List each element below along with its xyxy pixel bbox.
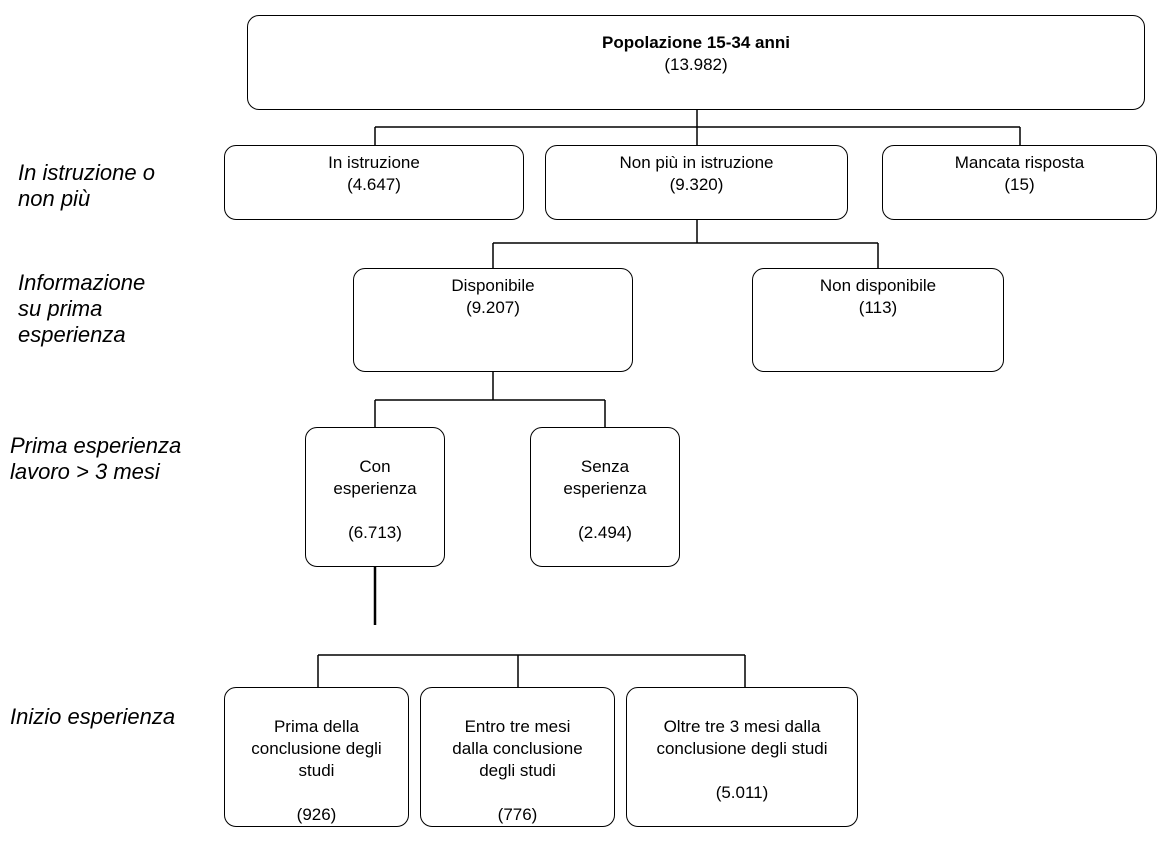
node-non-piu-title: Non più in istruzione — [619, 153, 774, 172]
node-in-istruzione-title: In istruzione — [328, 153, 420, 172]
node-prima-conclusione: Prima della conclusione degli studi (926… — [224, 687, 409, 827]
level-label-istruzione: In istruzione o non più — [18, 160, 155, 211]
node-root: Popolazione 15-34 anni (13.982) — [247, 15, 1145, 110]
node-entro-count: (776) — [497, 805, 538, 824]
connector-lines — [317, 110, 1021, 687]
node-senza-esperienza-title: Senza esperienza — [563, 457, 647, 498]
node-con-esperienza: Con esperienza (6.713) — [305, 427, 445, 567]
node-senza-esperienza: Senza esperienza (2.494) — [530, 427, 680, 567]
level-label-prima-esperienza: Prima esperienza lavoro > 3 mesi — [10, 433, 182, 484]
node-mancata-title: Mancata risposta — [954, 153, 1085, 172]
node-in-istruzione-count: (4.647) — [347, 175, 401, 194]
node-root-count: (13.982) — [664, 55, 728, 74]
node-non-disponibile: Non disponibile (113) — [752, 268, 1004, 372]
node-prima-count: (926) — [296, 805, 337, 824]
node-disponibile: Disponibile (9.207) — [353, 268, 633, 372]
node-non-disponibile-count: (113) — [858, 298, 898, 317]
node-oltre-tre-mesi: Oltre tre 3 mesi dalla conclusione degli… — [626, 687, 858, 827]
node-entro-tre-mesi: Entro tre mesi dalla conclusione degli s… — [420, 687, 615, 827]
level-label-inizio: Inizio esperienza — [10, 704, 176, 729]
node-root-title: Popolazione 15-34 anni — [602, 33, 790, 52]
node-non-disponibile-title: Non disponibile — [819, 276, 937, 295]
node-in-istruzione: In istruzione (4.647) — [224, 145, 524, 220]
node-disponibile-count: (9.207) — [466, 298, 520, 317]
node-entro-title: Entro tre mesi dalla conclusione degli s… — [452, 717, 583, 780]
node-con-esperienza-title: Con esperienza — [333, 457, 417, 498]
node-oltre-title: Oltre tre 3 mesi dalla conclusione degli… — [656, 717, 828, 758]
node-con-esperienza-count: (6.713) — [348, 523, 402, 542]
node-oltre-count: (5.011) — [715, 783, 769, 802]
node-mancata-count: (15) — [1004, 175, 1035, 194]
node-disponibile-title: Disponibile — [451, 276, 535, 295]
node-prima-title: Prima della conclusione degli studi — [251, 717, 382, 780]
node-non-piu-istruzione: Non più in istruzione (9.320) — [545, 145, 848, 220]
level-label-informazione: Informazione su prima esperienza — [18, 270, 146, 347]
node-senza-esperienza-count: (2.494) — [578, 523, 632, 542]
node-non-piu-count: (9.320) — [669, 175, 724, 194]
node-mancata-risposta: Mancata risposta (15) — [882, 145, 1157, 220]
